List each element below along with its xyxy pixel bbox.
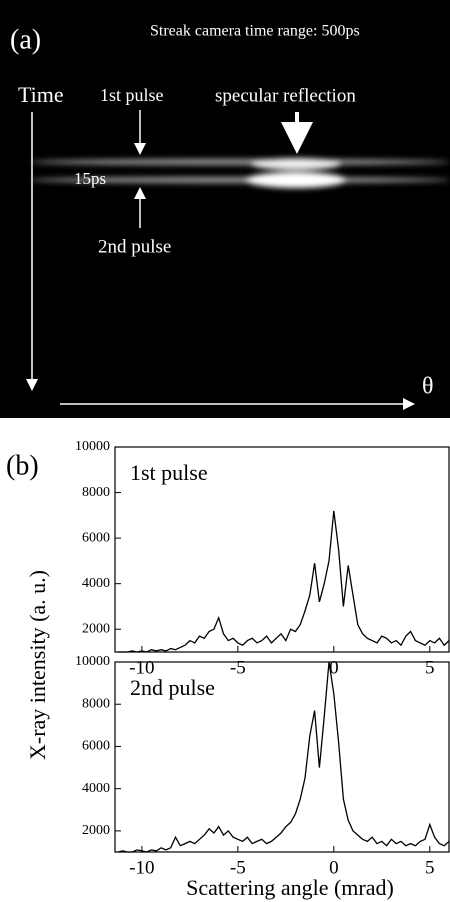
x-tick-label: -5 xyxy=(230,657,246,678)
x-tick-label: 0 xyxy=(329,857,339,878)
annotation: specular reflection xyxy=(215,85,356,106)
y-tick-label: 2000 xyxy=(82,823,110,838)
data-line xyxy=(117,661,450,853)
note: Streak camera time range: 500ps xyxy=(150,23,360,40)
streak-image xyxy=(0,0,450,418)
y-tick-label: 8000 xyxy=(82,485,110,500)
y-tick-label: 10000 xyxy=(75,439,110,454)
y-tick-label: 4000 xyxy=(82,781,110,796)
y-tick-label: 8000 xyxy=(82,696,110,711)
plot-frame xyxy=(114,446,450,653)
axis-label: Time xyxy=(18,82,64,107)
x-tick-label: -10 xyxy=(129,857,154,878)
streaks xyxy=(30,158,450,188)
panel-label: (a) xyxy=(10,24,41,55)
annotation: 15ps xyxy=(74,169,106,188)
annotation: 1st pulse xyxy=(100,85,164,105)
y-tick-label: 2000 xyxy=(82,621,110,636)
panel-a: (a) Streak camera time range: 500ps Time… xyxy=(0,0,450,418)
plot-frame xyxy=(114,661,450,853)
x-tick-label: 5 xyxy=(425,857,435,878)
data-line xyxy=(117,510,450,653)
y-tick-label: 4000 xyxy=(82,576,110,591)
axis-label: θ xyxy=(422,374,434,400)
y-tick-label: 6000 xyxy=(82,530,110,545)
x-tick-label: -10 xyxy=(129,657,154,678)
chart-title: 2nd pulse xyxy=(130,675,215,700)
y-tick-label: 10000 xyxy=(75,654,110,669)
chart-title: 1st pulse xyxy=(130,460,208,485)
x-tick-label: 5 xyxy=(425,657,435,678)
annotation: 2nd pulse xyxy=(98,236,171,257)
y-axis-label: X-ray intensity (a. u.) xyxy=(25,570,50,760)
panel-label: (b) xyxy=(6,450,39,481)
x-axis-label: Scattering angle (mrad) xyxy=(186,875,394,900)
y-tick-label: 6000 xyxy=(82,739,110,754)
x-tick-label: 0 xyxy=(329,657,339,678)
x-tick-label: -5 xyxy=(230,857,246,878)
